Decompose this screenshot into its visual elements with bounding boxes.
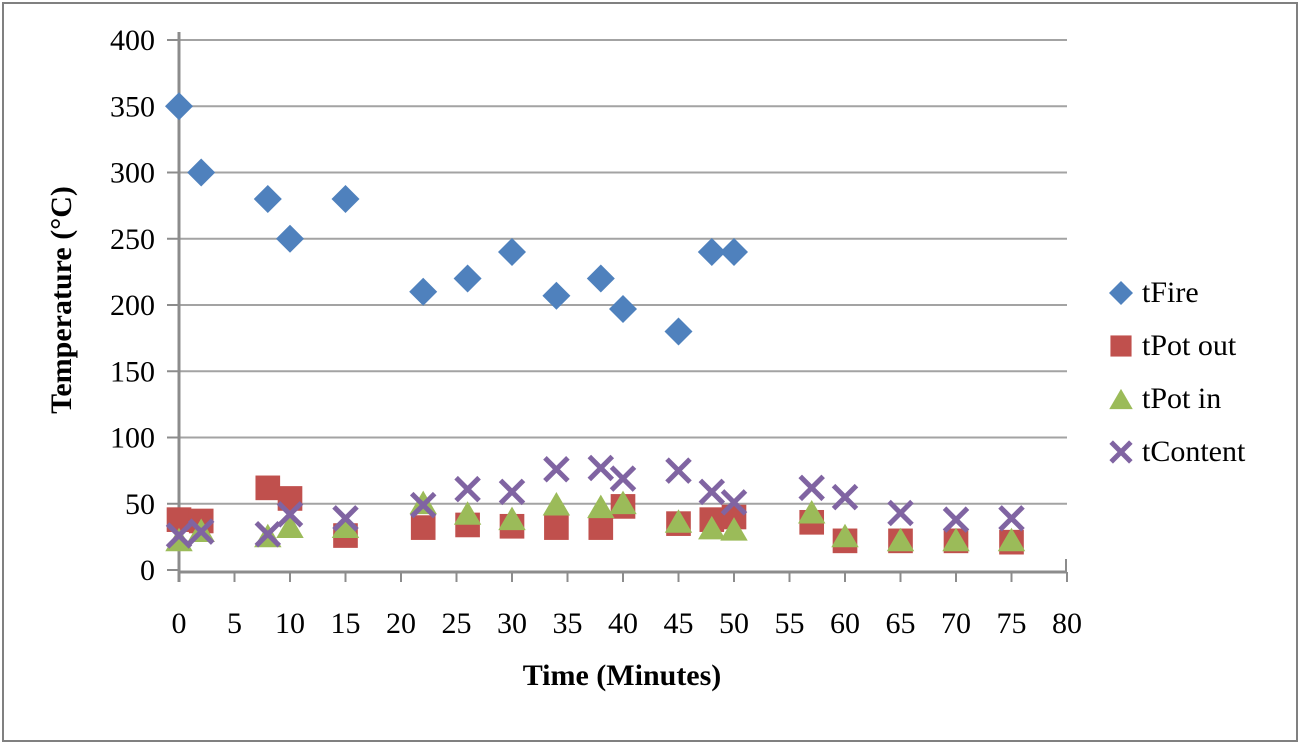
legend-label: tFire bbox=[1142, 275, 1199, 309]
svg-text:60: 60 bbox=[830, 607, 860, 640]
svg-text:300: 300 bbox=[110, 157, 155, 190]
svg-text:150: 150 bbox=[110, 355, 155, 388]
legend-item-tfire: tFire bbox=[1106, 266, 1245, 319]
svg-text:65: 65 bbox=[886, 607, 916, 640]
svg-text:70: 70 bbox=[941, 607, 971, 640]
x-axis-title: Time (Minutes) bbox=[522, 659, 722, 692]
svg-text:20: 20 bbox=[386, 607, 416, 640]
svg-text:80: 80 bbox=[1052, 607, 1082, 640]
legend-item-tcontent: tContent bbox=[1106, 425, 1245, 478]
svg-text:50: 50 bbox=[719, 607, 749, 640]
svg-text:0: 0 bbox=[140, 554, 155, 587]
square-marker-icon bbox=[1110, 334, 1132, 357]
svg-text:50: 50 bbox=[125, 488, 155, 521]
svg-text:30: 30 bbox=[497, 607, 527, 640]
svg-text:75: 75 bbox=[997, 607, 1027, 640]
svg-text:25: 25 bbox=[442, 607, 472, 640]
x-marker-icon bbox=[1109, 439, 1133, 464]
legend-label: tPot in bbox=[1142, 381, 1222, 415]
svg-text:250: 250 bbox=[110, 223, 155, 256]
diamond-marker-icon bbox=[1109, 280, 1133, 305]
svg-text:0: 0 bbox=[172, 607, 187, 640]
svg-text:5: 5 bbox=[227, 607, 242, 640]
legend-label: tPot out bbox=[1142, 328, 1237, 362]
legend-item-tpot-out: tPot out bbox=[1106, 319, 1245, 372]
svg-text:55: 55 bbox=[775, 607, 805, 640]
svg-text:15: 15 bbox=[331, 607, 361, 640]
svg-text:100: 100 bbox=[110, 422, 155, 455]
svg-text:400: 400 bbox=[110, 24, 155, 57]
svg-text:45: 45 bbox=[664, 607, 694, 640]
svg-text:35: 35 bbox=[553, 607, 583, 640]
svg-text:200: 200 bbox=[110, 289, 155, 322]
legend-item-tpot-in: tPot in bbox=[1106, 372, 1245, 425]
legend: tFire tPot out tPot in tContent bbox=[1106, 266, 1245, 478]
svg-text:350: 350 bbox=[110, 90, 155, 123]
svg-text:40: 40 bbox=[608, 607, 638, 640]
y-axis-title: Temperature (°C) bbox=[45, 186, 78, 414]
triangle-marker-icon bbox=[1109, 388, 1133, 409]
legend-label: tContent bbox=[1142, 434, 1246, 468]
svg-text:10: 10 bbox=[275, 607, 305, 640]
